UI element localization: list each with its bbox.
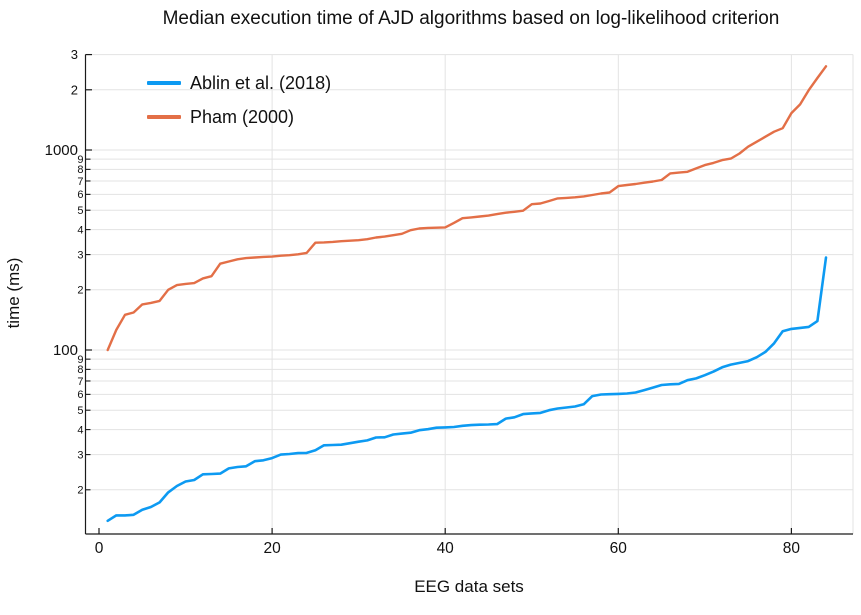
y-minor-tick-label: 7 xyxy=(77,176,83,188)
legend-item-ablin: Ablin et al. (2018) xyxy=(147,66,331,100)
y-tick-label: 1000 xyxy=(45,142,78,159)
y-minor-tick-label: 3 xyxy=(77,249,83,261)
y-axis-label: time (ms) xyxy=(4,257,23,329)
y-minor-tick-label: 8 xyxy=(77,364,83,376)
chart-title: Median execution time of AJD algorithms … xyxy=(162,8,780,29)
y-minor-tick-label: 4 xyxy=(77,424,83,436)
y-minor-tick-label: 5 xyxy=(77,205,83,217)
y-minor-tick-label: 3 xyxy=(77,449,83,461)
y-tick-label: 2 xyxy=(71,82,78,97)
y-minor-tick-label: 2 xyxy=(77,285,83,297)
legend-line-swatch-blue xyxy=(147,81,181,85)
y-tick-label: 100 xyxy=(53,342,78,359)
legend-item-pham: Pham (2000) xyxy=(147,100,331,134)
y-minor-tick-label: 6 xyxy=(77,189,83,201)
x-tick-label: 0 xyxy=(95,540,104,557)
x-tick-label: 60 xyxy=(610,540,628,557)
y-minor-tick-label: 7 xyxy=(77,376,83,388)
y-minor-tick-label: 2 xyxy=(77,485,83,497)
legend-label: Pham (2000) xyxy=(190,106,295,127)
y-minor-tick-label: 9 xyxy=(77,154,83,166)
y-minor-tick-label: 9 xyxy=(77,354,83,366)
y-minor-tick-label: 4 xyxy=(77,224,83,236)
x-tick-label: 20 xyxy=(263,540,281,557)
legend: Ablin et al. (2018) Pham (2000) xyxy=(147,66,331,134)
series-line-pham xyxy=(106,65,828,352)
series-line-ablin xyxy=(106,256,828,523)
x-tick-label: 40 xyxy=(437,540,455,557)
legend-label: Ablin et al. (2018) xyxy=(190,72,332,93)
x-tick-label: 80 xyxy=(783,540,801,557)
y-minor-tick-label: 5 xyxy=(77,405,83,417)
legend-line-swatch-orange xyxy=(147,115,181,119)
x-axis-label: EEG data sets xyxy=(414,577,524,596)
y-minor-tick-label: 6 xyxy=(77,389,83,401)
y-minor-tick-label: 8 xyxy=(77,164,83,176)
y-tick-label: 3 xyxy=(71,47,78,62)
